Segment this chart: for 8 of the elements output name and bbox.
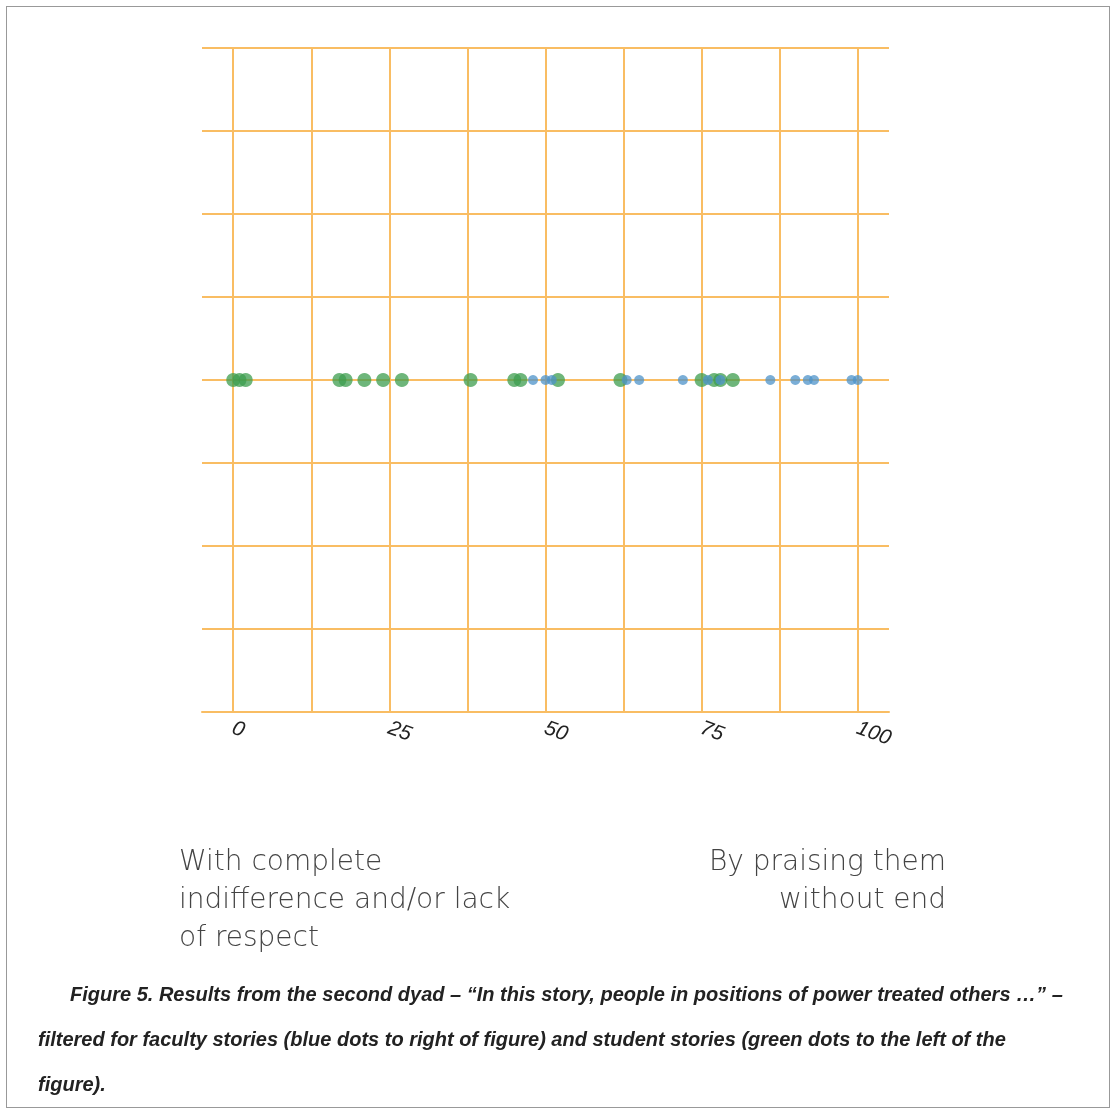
text: By praising them without end xyxy=(707,843,946,917)
x-tick-label: 75 xyxy=(697,715,728,745)
x-tick-label: 100 xyxy=(853,715,895,749)
x-tick-label: 0 xyxy=(229,715,249,741)
x-tick-label: 25 xyxy=(384,714,416,745)
text: With complete indifference and/or lack of respect xyxy=(179,843,512,955)
x-tick-label: 50 xyxy=(541,715,572,745)
caption: Figure 5. Results from the second dyad – “In this story, people in positions of power treated others …” – filtered for faculty stories (blue dots to right of figure) and student stories (green dots to the left of the figure). xyxy=(38,982,1064,1097)
